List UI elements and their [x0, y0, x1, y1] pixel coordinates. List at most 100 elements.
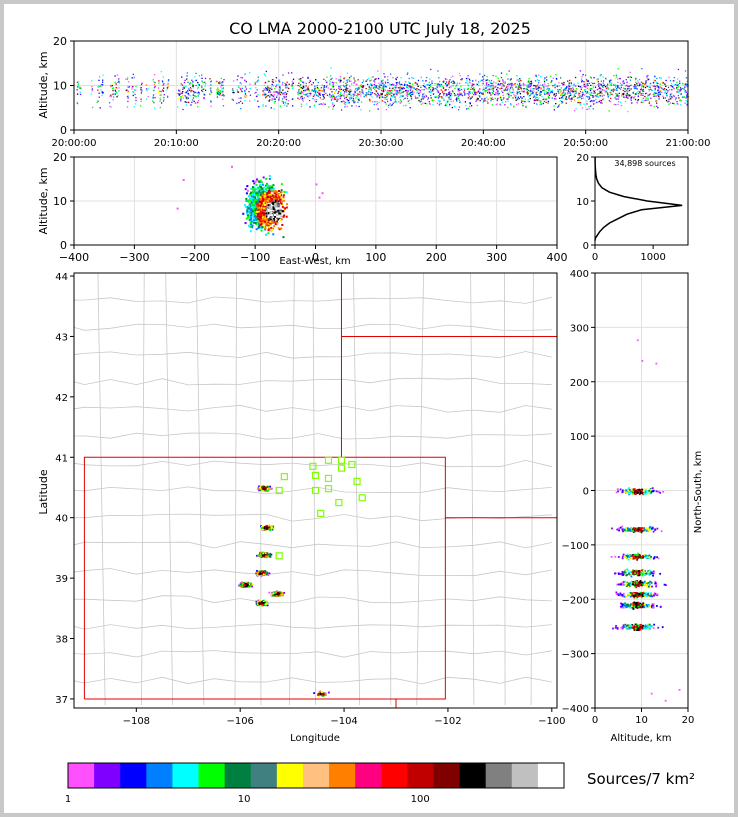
source-point [186, 72, 188, 74]
source-point [459, 89, 461, 91]
source-point [402, 85, 404, 87]
source-point [393, 93, 396, 95]
source-point [601, 89, 604, 91]
source-point [591, 88, 593, 90]
source-point [216, 89, 218, 91]
source-point [256, 201, 259, 204]
source-point [487, 102, 489, 104]
source-point [570, 100, 573, 102]
source-point [666, 93, 668, 96]
source-point [500, 104, 502, 106]
source-point [250, 216, 253, 219]
source-point [219, 91, 221, 93]
source-point [590, 76, 592, 78]
source-point [485, 87, 487, 89]
source-point [259, 223, 262, 226]
source-point [274, 100, 276, 103]
source-point [160, 102, 163, 104]
source-point [269, 196, 272, 199]
source-point [624, 90, 626, 93]
source-point [283, 190, 286, 193]
source-point [528, 89, 530, 92]
source-point [261, 207, 264, 210]
source-point [222, 91, 224, 93]
source-point [434, 96, 436, 98]
source-point [331, 81, 334, 84]
source-point [522, 90, 524, 93]
source-point [358, 97, 360, 100]
source-point [302, 81, 304, 83]
source-point [680, 92, 682, 95]
source-point [527, 86, 529, 88]
source-point [572, 96, 574, 98]
source-point [658, 87, 660, 90]
source-point [266, 196, 269, 199]
source-point [497, 77, 499, 80]
source-point [258, 225, 261, 228]
source-point [379, 95, 381, 97]
source-point [426, 103, 428, 105]
source-point [259, 179, 262, 182]
source-point [659, 83, 661, 85]
source-point [257, 210, 260, 213]
source-point [598, 83, 600, 85]
source-point [247, 224, 250, 227]
source-point [492, 89, 494, 91]
source-point [258, 224, 261, 227]
source-point [546, 98, 548, 100]
source-point [391, 90, 393, 92]
source-point [686, 80, 688, 83]
altitude-time-xtick: 21:00:00 [666, 138, 711, 149]
source-point [276, 215, 279, 218]
source-point [686, 86, 688, 88]
source-point [217, 92, 219, 95]
source-point [560, 87, 562, 89]
source-point [650, 88, 652, 91]
source-point [269, 99, 271, 101]
source-point [410, 86, 412, 89]
source-point [268, 88, 270, 90]
source-point [368, 91, 370, 93]
source-point [315, 183, 318, 186]
source-point [607, 95, 609, 97]
source-point [263, 526, 266, 529]
source-point [259, 220, 262, 223]
source-point [350, 80, 352, 82]
source-point [520, 88, 523, 90]
source-point [631, 102, 633, 104]
source-point [584, 90, 586, 92]
source-point [245, 95, 248, 97]
source-point [684, 70, 687, 72]
source-point [512, 97, 514, 99]
source-point [622, 94, 625, 96]
source-point [392, 87, 394, 90]
source-point [463, 88, 465, 90]
source-point [344, 90, 347, 93]
source-point [307, 77, 309, 79]
source-point [186, 101, 188, 104]
eastwest-xtick: 200 [426, 251, 447, 264]
source-point [249, 197, 252, 200]
source-point [140, 83, 143, 86]
source-point [599, 91, 602, 93]
source-point [479, 73, 481, 75]
source-point [125, 78, 127, 80]
source-point [264, 197, 267, 200]
source-point [217, 82, 220, 84]
source-point [222, 87, 224, 89]
source-point [145, 84, 148, 86]
source-point [300, 92, 302, 95]
source-point [410, 87, 412, 90]
source-point [244, 79, 246, 81]
source-point [274, 213, 277, 216]
source-point [482, 80, 485, 83]
source-point [637, 84, 639, 87]
source-point [248, 204, 251, 207]
source-point [216, 96, 219, 98]
source-point [282, 93, 285, 96]
source-point [664, 83, 666, 85]
source-point [384, 89, 387, 91]
source-point [76, 89, 78, 91]
source-point [360, 95, 362, 97]
source-point [263, 527, 266, 530]
